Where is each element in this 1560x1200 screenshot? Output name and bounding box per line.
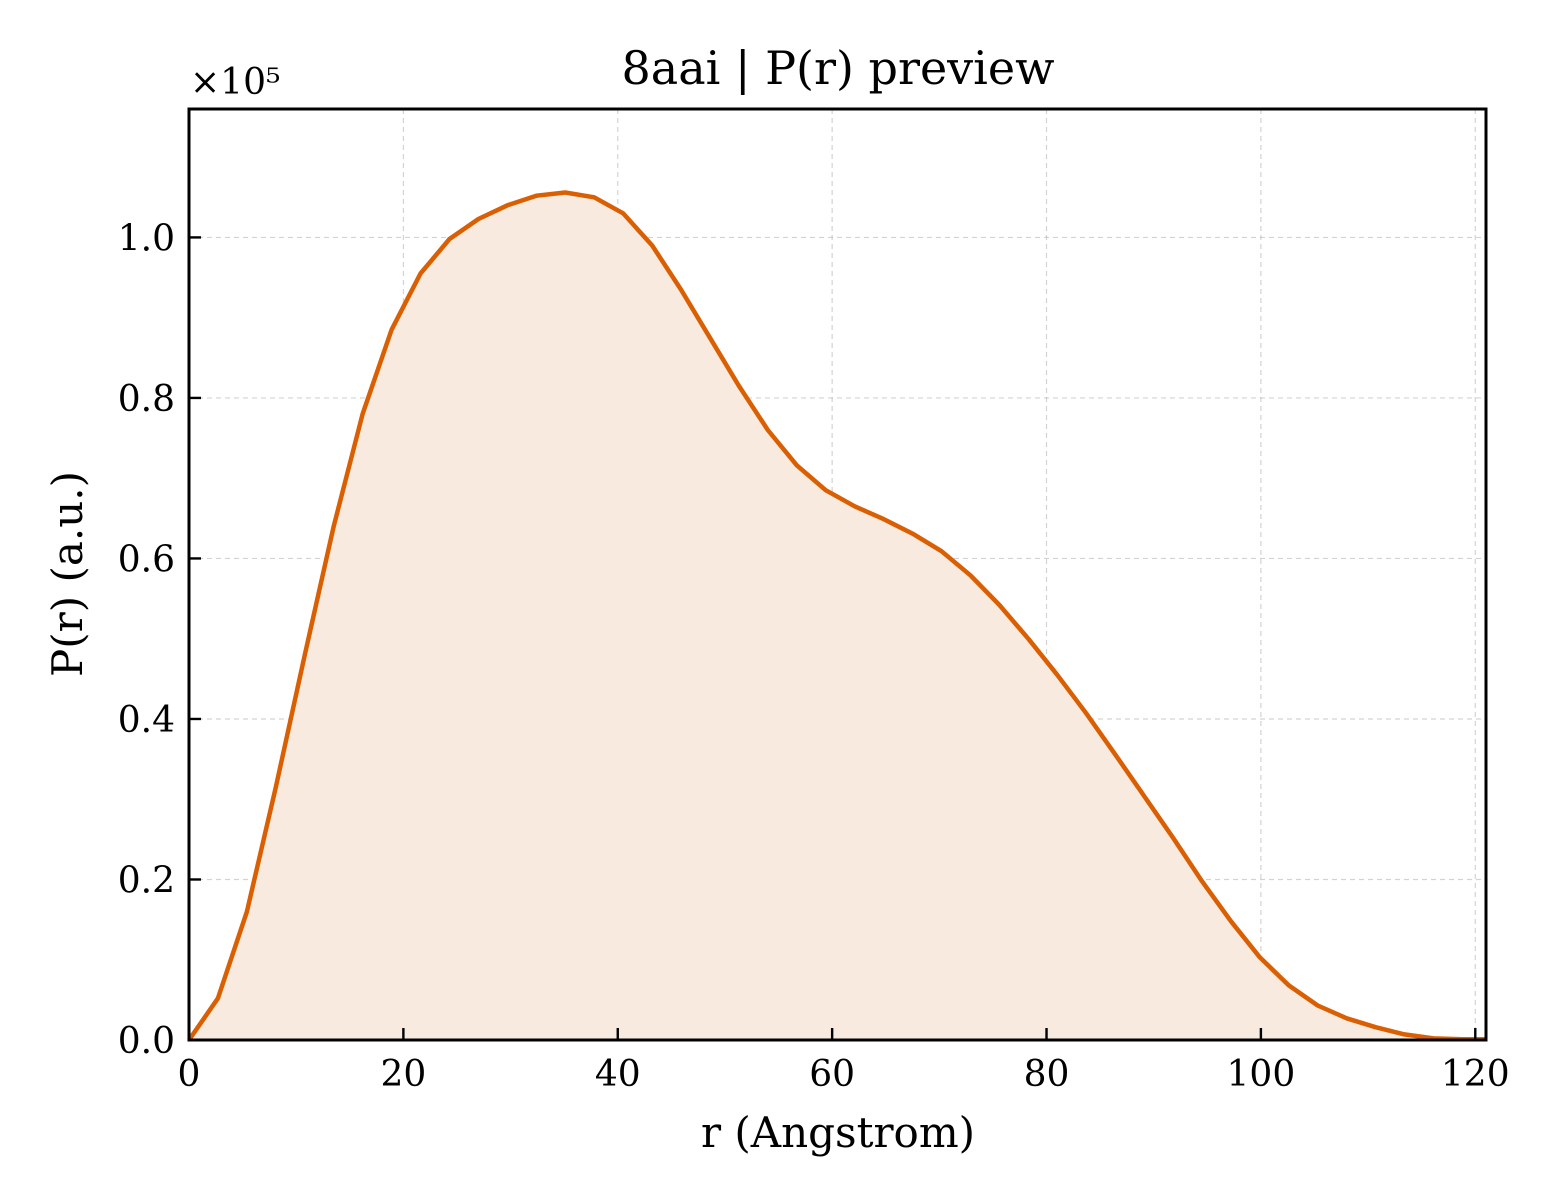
y-axis-offset-label: ×10⁵ (190, 62, 280, 103)
x-tick-label: 120 (1441, 1054, 1510, 1095)
x-axis-label: r (Angstrom) (701, 1108, 975, 1157)
pr-series-line (187, 190, 1486, 1042)
y-tick-label: 0.4 (118, 700, 175, 741)
x-tick-label: 0 (178, 1054, 201, 1095)
x-tick-label: 40 (595, 1054, 641, 1095)
y-tick-label: 1.0 (118, 218, 175, 259)
y-tick-label: 0.6 (118, 539, 175, 580)
x-tick-label: 80 (1024, 1054, 1070, 1095)
y-tick-label: 0.2 (118, 860, 175, 901)
chart-title: 8aai | P(r) preview (622, 41, 1055, 95)
x-tick-label: 20 (380, 1054, 426, 1095)
x-tick-label: 60 (809, 1054, 855, 1095)
tick-labels: 0 20 40 60 80 100 120 0.0 0.2 0.4 0.6 0.8 1.0 (118, 218, 1510, 1095)
y-tick-label: 0.0 (118, 1021, 175, 1062)
axis-ticks (187, 236, 1477, 1042)
pr-area-fill (189, 192, 1486, 1040)
x-tick-label: 100 (1227, 1054, 1296, 1095)
plot-frame (187, 107, 1488, 1042)
y-axis-label: P(r) (a.u.) (43, 471, 92, 677)
y-tick-label: 0.8 (118, 379, 175, 420)
